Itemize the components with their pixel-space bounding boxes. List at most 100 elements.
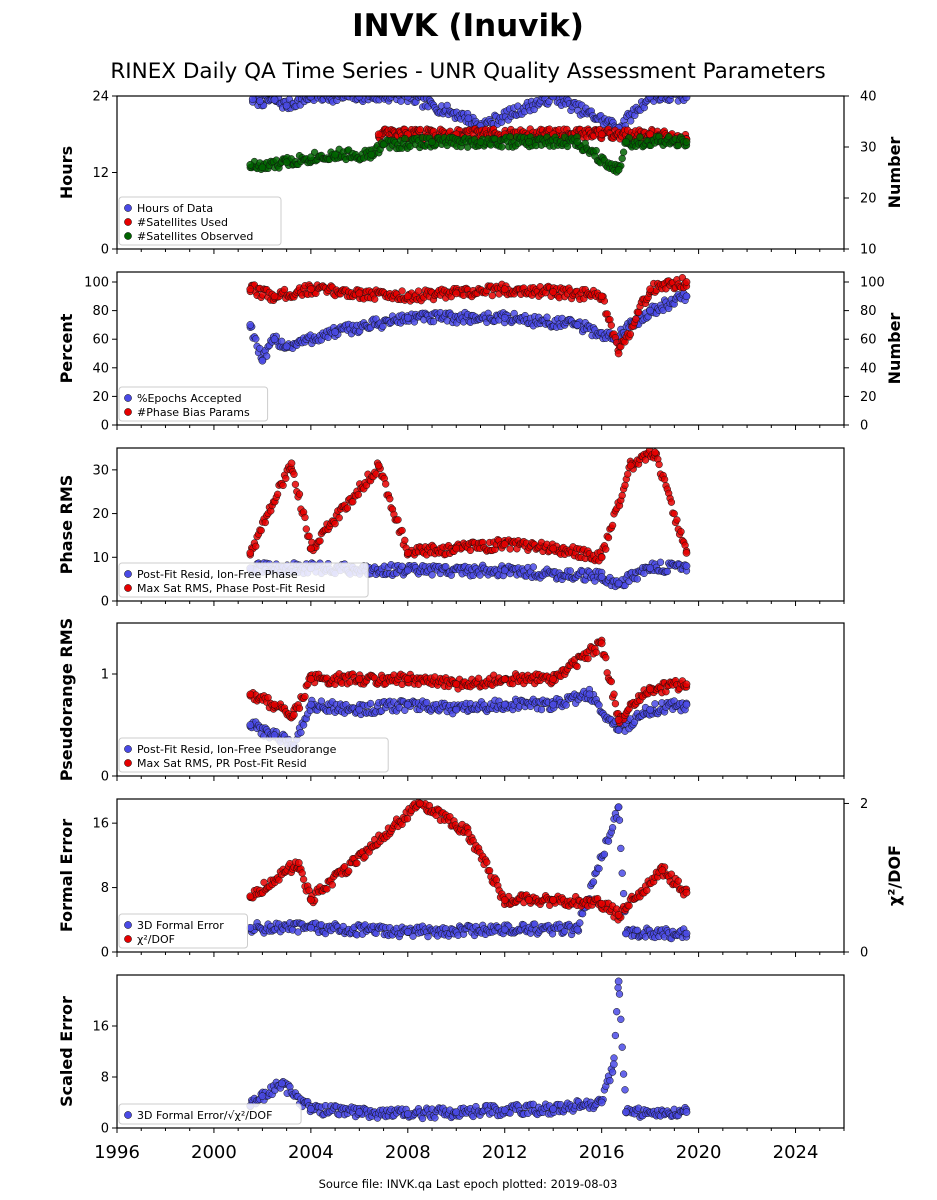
series-points [246, 132, 691, 176]
data-point [403, 566, 412, 575]
data-point [682, 549, 691, 557]
series-points [246, 289, 691, 365]
data-point [622, 138, 630, 146]
data-point [682, 292, 691, 301]
data-point [452, 1108, 461, 1116]
data-point [374, 461, 383, 470]
y2-tick-label: 60 [860, 333, 877, 348]
series-points [246, 636, 691, 727]
scatter-point [299, 721, 308, 729]
scatter-point [316, 88, 323, 95]
data-point [290, 710, 298, 719]
scatter-point [466, 546, 475, 555]
data-point [651, 448, 659, 457]
y2-tick-label: 100 [860, 276, 885, 291]
figure-title: INVK (Inuvik) [352, 8, 584, 44]
legend-box [118, 196, 282, 246]
series-points [246, 448, 691, 565]
scatter-point [353, 859, 361, 867]
data-point [500, 700, 509, 709]
data-point [646, 564, 654, 573]
scatter-point [394, 516, 402, 524]
y2-tick-label: 40 [860, 361, 877, 376]
data-point [355, 705, 364, 714]
data-point [682, 138, 691, 146]
scatter-point [353, 96, 356, 97]
y-axis-label: Percent [57, 313, 76, 383]
scatter-point [531, 920, 539, 928]
scatter-points [246, 799, 691, 943]
series-points [248, 88, 691, 136]
legend-label: Post-Fit Resid, Ion-Free Pseudorange [137, 743, 337, 756]
legend-label: %Epochs Accepted [137, 392, 242, 405]
scatter-point [618, 154, 626, 163]
data-point [614, 803, 623, 811]
scatter-point [604, 533, 613, 542]
data-point [464, 829, 473, 838]
legend-label: #Satellites Observed [137, 230, 253, 243]
y-tick-label: 100 [84, 276, 109, 291]
scatter-point [617, 844, 625, 853]
data-point [403, 292, 412, 301]
data-point [682, 680, 691, 689]
data-point [307, 923, 315, 932]
scatter-point [366, 699, 375, 708]
scatter-point [660, 475, 669, 484]
scatter-point [643, 886, 651, 895]
x-tick-label: 2024 [773, 1142, 819, 1163]
scatter-point [621, 481, 629, 489]
scatter-point [316, 537, 324, 545]
scatter-point [636, 133, 644, 141]
scatter-point [431, 1114, 439, 1122]
scatter-point [633, 575, 641, 583]
scatter-point [573, 662, 581, 671]
scatter-point [252, 335, 260, 343]
y-tick-label: 0 [101, 770, 109, 785]
legend-label: Hours of Data [137, 202, 213, 215]
data-point [597, 899, 606, 908]
scatter-point [662, 96, 667, 97]
chart-panel: 0 8 16 Scaled Error 3D Formal Error/√χ²/DOF [57, 974, 845, 1137]
chart-panel: 0 20 40 60 80 100 0 20 40 60 80 100 Percent Number %Ep… [57, 271, 904, 434]
y2-tick-label: 0 [860, 946, 868, 961]
y-axis-label: Scaled Error [57, 996, 76, 1107]
scatter-point [273, 490, 282, 498]
legend-marker [124, 394, 132, 402]
scatter-point [674, 89, 681, 96]
scatter-point [651, 700, 659, 708]
scatter-point [386, 495, 394, 503]
data-point [270, 700, 279, 709]
scatter-point [279, 481, 287, 490]
data-point [614, 166, 623, 174]
data-point [307, 896, 315, 904]
scatter-point [663, 567, 671, 576]
data-point [246, 549, 255, 557]
y2-axis-label: χ²/DOF [885, 845, 904, 906]
data-point [646, 285, 654, 294]
x-tick-label: 2020 [676, 1142, 722, 1163]
data-point [682, 562, 691, 570]
data-point [258, 1092, 267, 1100]
scatter-point [483, 858, 491, 866]
y-tick-label: 16 [92, 1020, 109, 1035]
scatter-point [297, 728, 305, 737]
series-points [246, 977, 691, 1123]
x-axis-tick-labels: 1996 2000 2004 2008 2012 2016 2020 2024 [94, 1142, 818, 1163]
scatter-point [349, 88, 356, 95]
data-point [307, 285, 315, 294]
scatter-point [592, 648, 600, 656]
y-axis-label: Pseudorange RMS [57, 618, 76, 781]
legend-box [118, 913, 248, 949]
scatter-point [602, 654, 610, 662]
y-tick-label: 0 [101, 595, 109, 610]
scatter-point [257, 526, 265, 535]
data-point [403, 700, 412, 709]
scatter-point [607, 321, 615, 329]
scatter-point [685, 96, 688, 97]
data-point [682, 929, 691, 938]
legend-marker [124, 584, 132, 592]
scatter-point [361, 853, 369, 861]
data-point [573, 925, 582, 934]
scatter-points [246, 636, 691, 752]
chart-panel: 0 1 Pseudorange RMS Post-Fit Resid, Ion-Fre… [57, 618, 845, 785]
